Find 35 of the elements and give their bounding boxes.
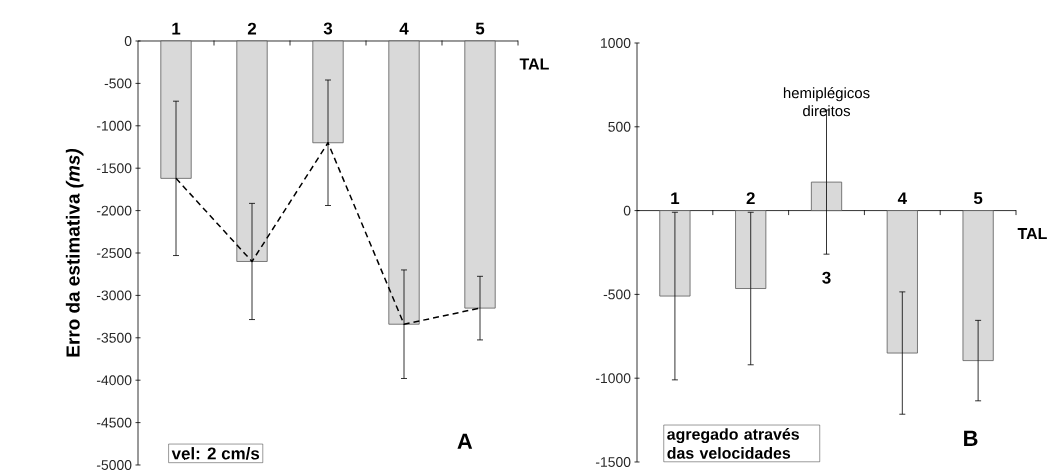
x-tick-label: 2 <box>247 22 257 35</box>
y-tick-label: -1500 <box>595 456 631 467</box>
y-tick-label: -2000 <box>96 205 132 216</box>
x-tick-label: 4 <box>399 22 409 35</box>
y-tick-label: -1500 <box>96 163 132 174</box>
x-axis-title: TAL <box>519 58 549 70</box>
y-axis-title: Erro da estimativa (ms) <box>65 148 84 357</box>
y-tick-label: 500 <box>608 121 631 132</box>
x-tick-label: 3 <box>323 22 333 35</box>
annotation: B <box>964 430 978 446</box>
x-tick-label: 1 <box>172 22 181 35</box>
y-tick-label: 1000 <box>601 37 631 48</box>
y-tick-label: -3000 <box>96 290 132 301</box>
annotation: vel: 2 cm/s <box>171 446 260 460</box>
x-tick-label: 5 <box>973 192 983 204</box>
x-tick-label: 3 <box>822 271 831 284</box>
annotation: A <box>457 433 473 449</box>
y-tick-label: -500 <box>104 78 132 89</box>
y-tick-label: -4500 <box>96 417 132 428</box>
x-tick-label: 5 <box>475 22 485 35</box>
y-tick-label: 0 <box>623 205 631 216</box>
y-tick-label: -4000 <box>96 375 132 386</box>
x-tick-label: 2 <box>746 192 755 204</box>
y-tick-label: -5000 <box>96 459 132 470</box>
x-tick-label: 4 <box>897 192 907 204</box>
y-tick-label: -1000 <box>96 120 132 131</box>
x-axis-title: TAL <box>1017 227 1047 239</box>
y-tick-label: -3500 <box>96 332 132 343</box>
annotation: hemiplégicos direitos <box>783 86 870 117</box>
x-tick-label: 1 <box>671 192 680 204</box>
y-tick-label: -2500 <box>96 247 132 258</box>
y-tick-label: 0 <box>124 35 132 46</box>
annotation: agregado através das velocidades <box>667 427 799 459</box>
y-tick-label: -500 <box>603 289 631 300</box>
y-tick-label: -1000 <box>595 373 631 384</box>
